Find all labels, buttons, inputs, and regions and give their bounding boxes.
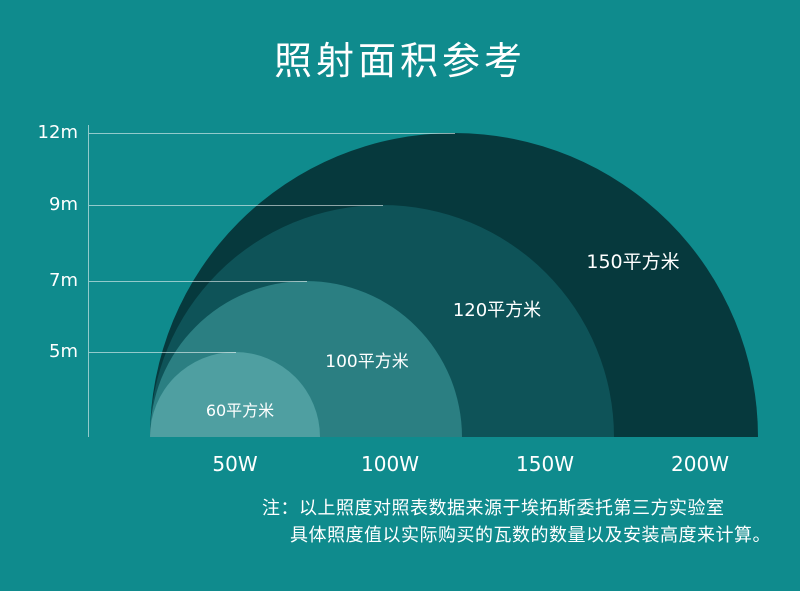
x-tick-label-100w: 100W — [361, 452, 419, 476]
x-tick-label-200w: 200W — [671, 452, 729, 476]
page-title: 照射面积参考 — [273, 39, 526, 83]
area-label-150sqm: 150平方米 — [586, 251, 680, 273]
guide-line-7m — [89, 281, 307, 282]
x-tick-label-150w: 150W — [516, 452, 574, 476]
y-tick-label-5m: 5m — [49, 341, 78, 362]
guide-line-9m — [89, 205, 383, 206]
y-tick-label-9m: 9m — [49, 194, 78, 215]
footnote-line-1: 注：以上照度对照表数据来源于埃拓斯委托第三方实验室 — [262, 498, 725, 519]
footnote-line-2: 具体照度值以实际购买的瓦数的数量以及安装高度来计算。 — [290, 525, 771, 546]
area-label-60sqm: 60平方米 — [205, 401, 275, 420]
x-tick-label-50w: 50W — [212, 452, 258, 476]
area-label-100sqm: 100平方米 — [325, 352, 409, 372]
y-tick-label-12m: 12m — [37, 122, 78, 143]
guide-line-12m — [89, 133, 455, 134]
y-axis-line — [88, 125, 89, 437]
area-label-120sqm: 120平方米 — [452, 300, 542, 321]
guide-line-5m — [89, 352, 236, 353]
y-tick-label-7m: 7m — [49, 270, 78, 291]
